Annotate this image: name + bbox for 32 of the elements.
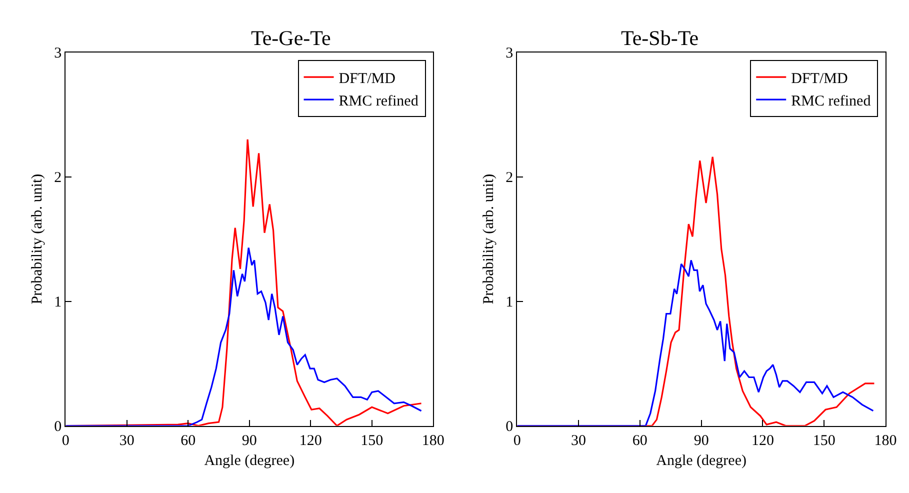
x-tick-label: 120: [751, 432, 774, 449]
x-axis-title: Angle (degree): [656, 452, 747, 469]
x-tick-label: 60: [180, 432, 196, 449]
y-tick-label: 3: [506, 46, 514, 62]
x-tick-label: 60: [632, 432, 648, 449]
x-tick-label: 150: [360, 432, 384, 449]
y-tick-label: 2: [54, 170, 62, 186]
x-tick-label: 90: [694, 432, 709, 449]
chart-title: Te-Sb-Te: [621, 26, 699, 50]
x-tick-label: 30: [571, 432, 586, 449]
chart-title: Te-Ge-Te: [251, 26, 331, 50]
line-series: [517, 259, 874, 426]
legend-label: RMC refined: [338, 93, 419, 110]
legend-label: DFT/MD: [338, 70, 396, 87]
y-tick-label: 1: [506, 294, 514, 311]
y-tick-label: 3: [54, 46, 62, 62]
legend-label: RMC refined: [791, 93, 872, 110]
y-tick-label: 0: [54, 419, 62, 436]
y-axis-title: Probability (arb. unit): [480, 174, 497, 304]
x-tick-label: 180: [874, 432, 897, 449]
line-series: [66, 246, 422, 426]
x-tick-label: 30: [119, 432, 134, 449]
x-axis-title: Angle (degree): [204, 452, 295, 469]
x-tick-label: 180: [422, 432, 444, 449]
y-tick-label: 2: [506, 170, 514, 186]
y-tick-label: 1: [54, 294, 62, 311]
y-tick-label: 0: [506, 419, 514, 436]
legend-label: DFT/MD: [791, 70, 848, 87]
x-tick-label: 120: [299, 432, 322, 449]
x-tick-label: 90: [242, 432, 257, 449]
x-tick-label: 150: [812, 432, 836, 449]
y-axis-title: Probability (arb. unit): [29, 174, 46, 304]
